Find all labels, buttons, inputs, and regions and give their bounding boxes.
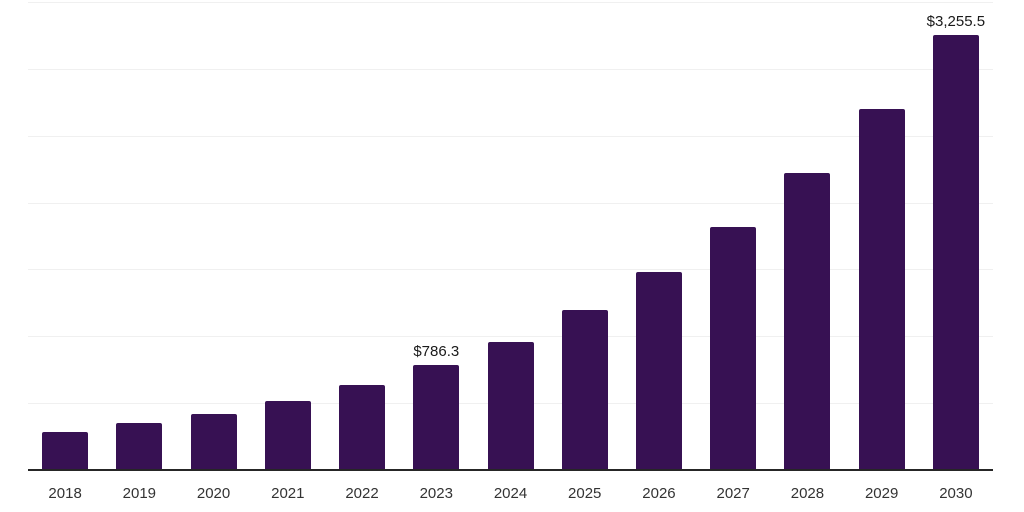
gridline-1500	[28, 269, 993, 271]
bar-value-label-2023: $786.3	[413, 342, 460, 360]
gridline-3500	[28, 2, 993, 3]
bar-2027	[710, 226, 757, 470]
x-tick-label-2026: 2026	[642, 485, 676, 502]
x-tick-label-2019: 2019	[122, 485, 157, 502]
gridline-1000	[28, 336, 993, 338]
bar-2024	[487, 341, 534, 470]
x-tick-label-2027: 2027	[716, 485, 750, 502]
x-tick-label-2023: 2023	[419, 485, 453, 502]
bar-2023	[413, 364, 460, 470]
x-tick-label-2025: 2025	[568, 485, 602, 502]
bar-2026	[635, 272, 682, 470]
bar-2019	[116, 423, 163, 470]
x-tick-label-2021: 2021	[271, 485, 305, 502]
gridline-2000	[28, 202, 993, 204]
x-tick-label-2022: 2022	[345, 485, 379, 502]
bar-value-label-2030: $3,255.5	[926, 12, 986, 30]
bar-2029	[858, 108, 905, 470]
bar-2028	[784, 173, 831, 470]
x-tick-label-2020: 2020	[196, 485, 231, 502]
bar-2030	[932, 34, 979, 470]
bar-2020	[190, 413, 237, 470]
x-tick-label-2018: 2018	[48, 485, 82, 502]
bar-2021	[264, 401, 311, 470]
gridline-2500	[28, 135, 993, 137]
bar-2025	[561, 309, 608, 470]
x-tick-label-2030: 2030	[939, 485, 973, 502]
x-tick-label-2028: 2028	[790, 485, 825, 502]
bar-2018	[42, 432, 89, 470]
x-axis-line	[28, 469, 993, 471]
x-tick-label-2024: 2024	[493, 485, 528, 502]
gridline-3000	[28, 68, 993, 70]
x-tick-label-2029: 2029	[864, 485, 899, 502]
bar-2022	[339, 385, 386, 470]
